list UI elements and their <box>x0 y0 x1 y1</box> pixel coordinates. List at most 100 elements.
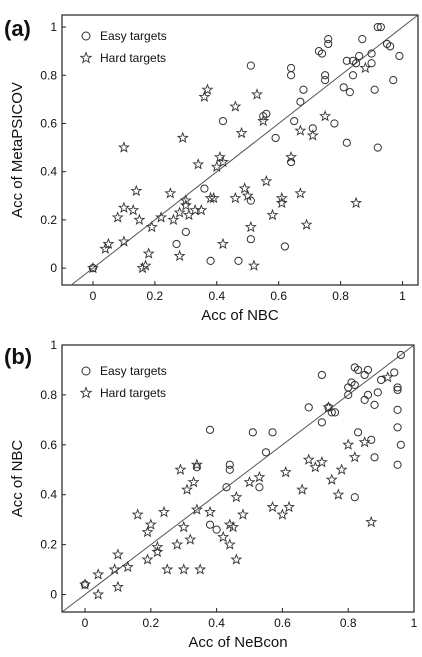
data-point-circle <box>88 264 98 273</box>
data-point-star <box>285 150 298 163</box>
data-point-star <box>229 191 242 204</box>
data-point-circle <box>304 403 313 412</box>
data-point-star <box>243 475 256 488</box>
data-point-star <box>207 191 220 204</box>
data-point-circle <box>393 405 402 414</box>
data-point-star <box>130 184 143 197</box>
data-point-circle <box>367 59 376 68</box>
data-point-star <box>244 220 257 233</box>
data-point-star <box>230 490 243 503</box>
y-tick-label: 0.8 <box>40 68 57 82</box>
data-point-star <box>181 483 193 495</box>
x-tick-label: 0.2 <box>142 616 159 630</box>
data-point-star <box>108 563 121 575</box>
data-point-star <box>275 196 288 209</box>
data-point-circle <box>355 51 364 61</box>
legend-star-marker <box>79 51 93 64</box>
data-point-circle <box>286 71 296 80</box>
x-tick-label: 0 <box>82 616 89 630</box>
data-point-circle <box>234 256 243 265</box>
data-point-star <box>141 553 154 565</box>
data-point-star <box>325 473 338 485</box>
data-point-star <box>111 548 124 560</box>
data-point-star <box>187 475 200 488</box>
data-point-circle <box>370 453 379 462</box>
data-point-circle <box>299 85 308 94</box>
series-hard-targets <box>79 371 394 600</box>
data-point-circle <box>255 483 264 492</box>
data-point-circle <box>373 22 382 32</box>
data-point-circle <box>181 227 190 237</box>
y-tick-label: 0.6 <box>40 438 57 452</box>
legend-label: Easy targets <box>100 29 167 43</box>
data-point-circle <box>246 61 255 70</box>
data-point-circle <box>327 408 336 417</box>
series-easy-targets <box>88 22 404 273</box>
data-point-star <box>319 109 332 122</box>
data-point-circle <box>351 59 361 68</box>
data-point-star <box>365 515 378 528</box>
data-point-circle <box>271 133 280 143</box>
data-point-circle <box>225 460 234 469</box>
chart-panel-a: 0 0.2 0.4 0.6 0.8 1 0 0.2 0.4 0.6 0.8 1 Acc of NBC Ac… <box>4 14 419 324</box>
data-point-star <box>229 100 242 112</box>
y-axis-label: Acc of NBC <box>9 440 26 518</box>
data-point-circle <box>393 385 402 395</box>
data-point-circle <box>395 51 404 61</box>
chart-panel-b: 0 0.2 0.4 0.6 0.8 1 0 0.2 0.4 0.6 0.8 1 Acc of NeBco… <box>4 338 418 651</box>
data-point-star <box>151 540 164 553</box>
data-point-circle <box>324 39 333 49</box>
legend-label: Easy targets <box>100 364 167 378</box>
data-point-circle <box>324 35 333 44</box>
data-point-star <box>139 259 152 271</box>
data-point-circle <box>373 388 382 397</box>
x-tick-label: 1 <box>399 289 406 303</box>
data-point-circle <box>345 88 354 97</box>
data-point-circle <box>192 463 201 472</box>
data-point-star <box>141 525 154 538</box>
data-point-star <box>201 83 214 95</box>
data-point-circle <box>218 116 228 126</box>
x-tick-label: 0 <box>90 289 97 303</box>
data-point-star <box>348 451 361 463</box>
data-point-star <box>204 191 217 204</box>
data-point-circle <box>350 380 359 390</box>
y-tick-label: 0 <box>50 261 57 275</box>
data-point-star <box>315 455 328 468</box>
data-point-circle <box>330 408 340 417</box>
data-point-star <box>155 211 168 223</box>
data-point-star <box>230 553 243 565</box>
data-point-circle <box>248 428 257 437</box>
data-point-star <box>216 155 229 168</box>
data-point-circle <box>370 400 379 409</box>
data-point-star <box>79 578 91 590</box>
data-point-star <box>92 588 105 600</box>
data-point-star <box>322 401 335 413</box>
data-point-star <box>381 371 394 383</box>
data-point-star <box>300 218 313 230</box>
plot-frame <box>61 14 419 286</box>
data-point-circle <box>393 423 402 432</box>
data-point-circle <box>386 42 395 51</box>
data-point-star <box>358 436 371 448</box>
x-tick-label: 0.6 <box>274 616 291 630</box>
data-point-circle <box>353 428 363 437</box>
data-point-star <box>121 560 134 573</box>
data-point-circle <box>205 425 215 434</box>
data-point-circle <box>367 435 376 444</box>
y-axis-label: Acc of MetaPSICOV <box>9 82 26 218</box>
data-point-circle <box>321 75 330 85</box>
data-point-star <box>131 508 144 520</box>
data-point-circle <box>321 71 330 80</box>
x-tick-label: 0.4 <box>208 289 225 303</box>
data-point-star <box>184 533 197 545</box>
data-point-circle <box>396 350 405 360</box>
data-point-star <box>192 158 205 170</box>
y-tick-label: 0.2 <box>40 538 57 552</box>
data-point-circle <box>280 242 289 251</box>
data-point-star <box>161 563 174 575</box>
y-tick-label: 0.6 <box>40 116 57 130</box>
x-tick-label: 0.4 <box>208 616 225 630</box>
diagonal-line <box>61 344 415 613</box>
data-point-circle <box>393 383 402 392</box>
